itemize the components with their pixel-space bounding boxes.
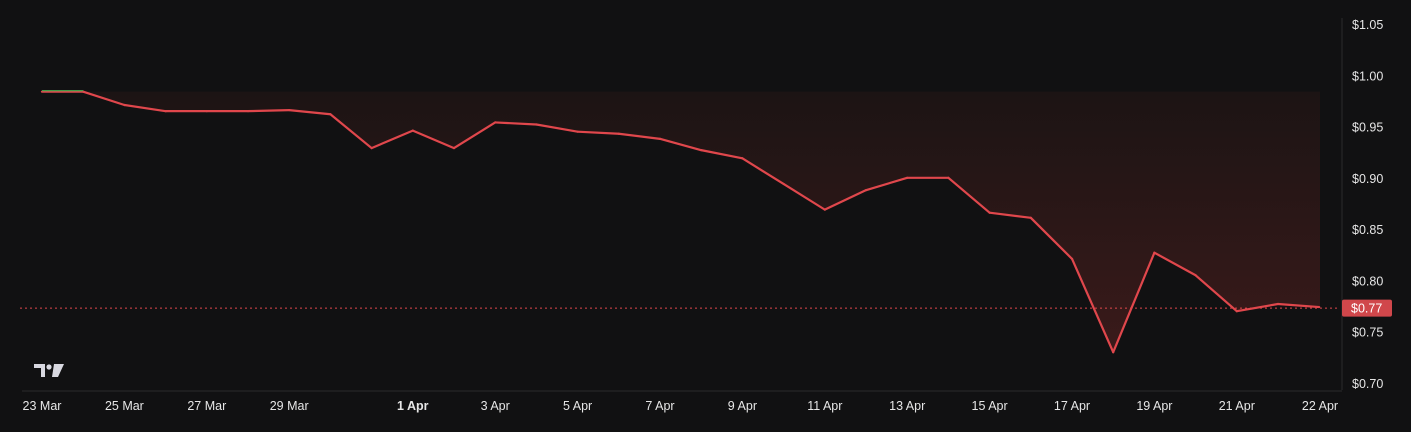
y-tick-label: $0.85 xyxy=(1352,223,1383,237)
y-tick-label: $0.70 xyxy=(1352,377,1383,391)
last-price-label: $0.77 xyxy=(1351,302,1382,316)
x-tick-label: 17 Apr xyxy=(1054,399,1090,413)
x-tick-label: 5 Apr xyxy=(563,399,592,413)
y-tick-label: $1.00 xyxy=(1352,69,1383,83)
y-tick-label: $0.80 xyxy=(1352,274,1383,288)
x-tick-label: 27 Mar xyxy=(187,399,226,413)
x-tick-label: 13 Apr xyxy=(889,399,925,413)
x-tick-label: 19 Apr xyxy=(1136,399,1172,413)
y-tick-label: $0.75 xyxy=(1352,326,1383,340)
x-tick-label: 29 Mar xyxy=(270,399,309,413)
last-price-badge: $0.77 xyxy=(1342,300,1392,317)
y-tick-label: $1.05 xyxy=(1352,18,1383,32)
x-tick-label: 23 Mar xyxy=(23,399,62,413)
line-segment xyxy=(248,110,289,111)
x-tick-label: 25 Mar xyxy=(105,399,144,413)
y-tick-label: $0.95 xyxy=(1352,121,1383,135)
y-tick-label: $0.90 xyxy=(1352,172,1383,186)
x-tick-label: 9 Apr xyxy=(728,399,757,413)
x-tick-label: 22 Apr xyxy=(1302,399,1338,413)
tradingview-logo xyxy=(34,364,64,377)
x-tick-label: 15 Apr xyxy=(972,399,1008,413)
x-tick-label: 3 Apr xyxy=(481,399,510,413)
x-tick-label: 11 Apr xyxy=(807,399,842,413)
x-tick-label: 7 Apr xyxy=(645,399,674,413)
x-tick-label: 1 Apr xyxy=(397,399,429,413)
x-tick-label: 21 Apr xyxy=(1219,399,1255,413)
